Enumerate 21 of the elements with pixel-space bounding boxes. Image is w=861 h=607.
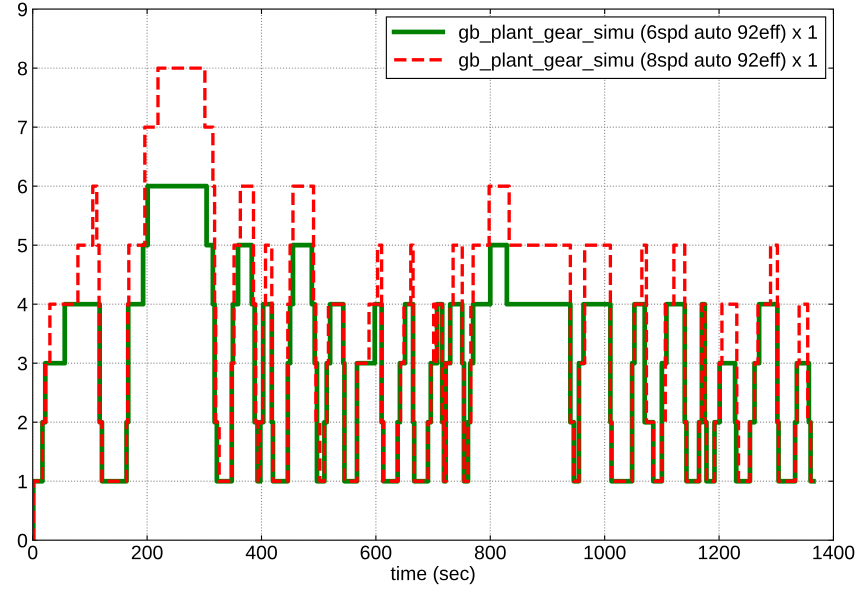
y-tick-label: 3 [18, 356, 28, 370]
x-tick-label: 600 [360, 546, 392, 560]
x-tick-label: 800 [474, 546, 506, 560]
x-tick-label: 1200 [698, 546, 740, 560]
y-tick-label: 1 [18, 474, 27, 488]
legend-label: gb_plant_gear_simu (8spd auto 92eff) x 1 [459, 52, 817, 71]
y-tick-label: 0 [18, 534, 28, 548]
y-tick-label: 8 [18, 62, 28, 76]
y-tick-label: 9 [18, 2, 27, 16]
legend-label: gb_plant_gear_simu (6spd auto 92eff) x 1 [459, 24, 817, 43]
y-tick-label: 4 [17, 298, 28, 312]
x-tick-label: 400 [246, 546, 277, 560]
y-tick-label: 5 [18, 238, 28, 252]
x-axis-title: time (sec) [390, 566, 475, 584]
y-tick-label: 6 [18, 180, 28, 194]
x-tick-label: 1400 [813, 546, 854, 560]
x-tick-label: 0 [28, 546, 38, 560]
x-tick-label: 1000 [584, 546, 626, 560]
x-tick-label: 200 [132, 546, 163, 560]
y-tick-label: 2 [18, 416, 27, 430]
y-tick-label: 7 [18, 120, 27, 134]
